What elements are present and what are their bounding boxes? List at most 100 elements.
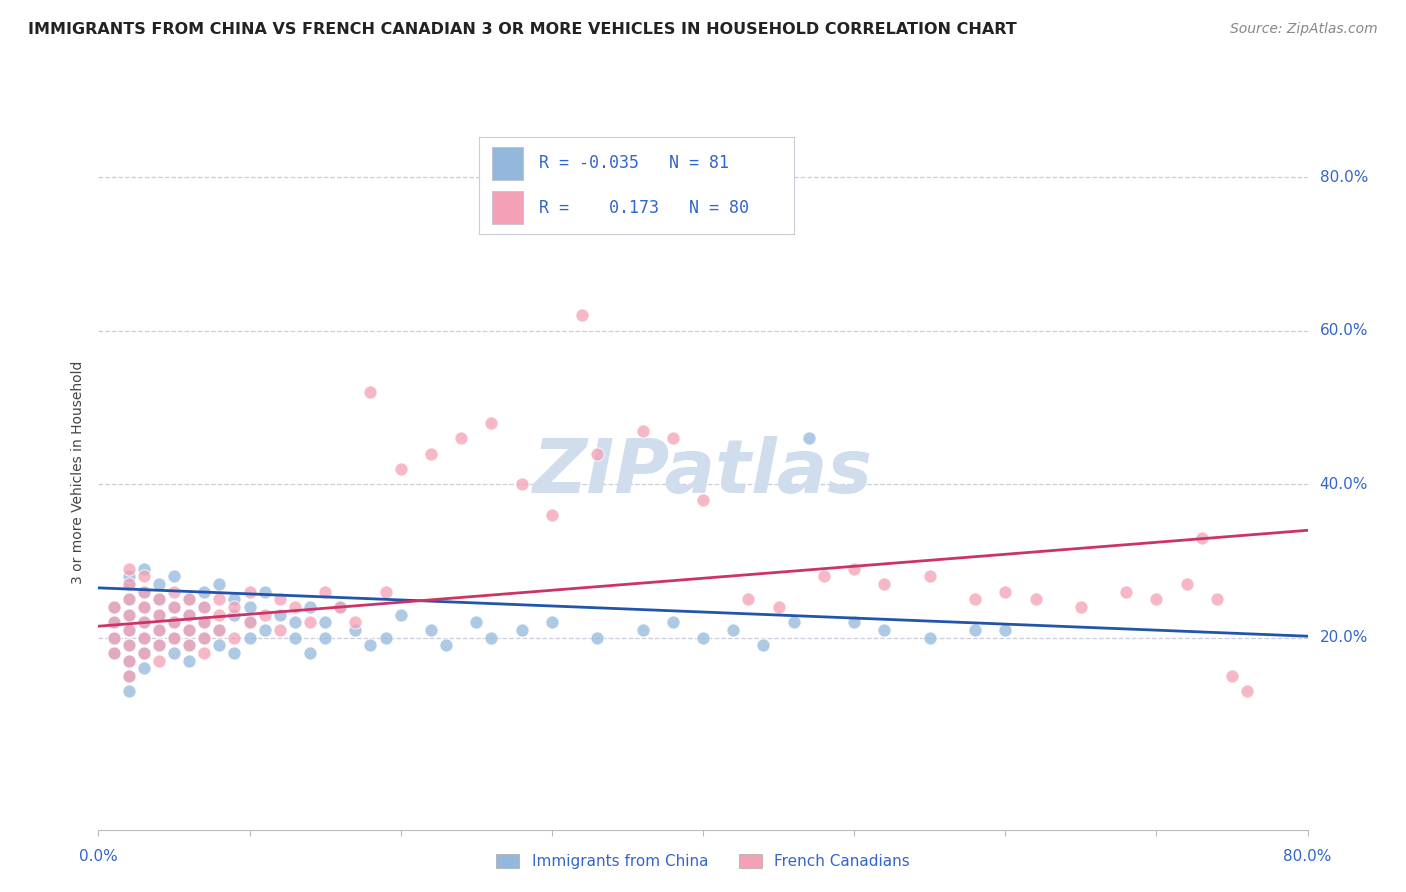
Point xyxy=(118,639,141,653)
Text: Source: ZipAtlas.com: Source: ZipAtlas.com xyxy=(1230,22,1378,37)
Point xyxy=(389,462,412,476)
Point xyxy=(103,646,125,660)
Point xyxy=(208,623,231,637)
Point xyxy=(314,631,336,645)
Point xyxy=(314,615,336,630)
Point xyxy=(918,631,941,645)
Text: 0.0%: 0.0% xyxy=(79,849,118,863)
Point xyxy=(208,623,231,637)
Point xyxy=(314,584,336,599)
Point xyxy=(163,584,186,599)
Point xyxy=(510,477,533,491)
Point xyxy=(918,569,941,583)
Point xyxy=(752,639,775,653)
Point xyxy=(132,615,155,630)
Text: 60.0%: 60.0% xyxy=(1320,323,1368,338)
Point xyxy=(299,600,322,615)
Point xyxy=(177,607,201,622)
Text: 80.0%: 80.0% xyxy=(1320,169,1368,185)
Point xyxy=(163,615,186,630)
Point xyxy=(360,385,382,400)
Point xyxy=(118,577,141,591)
Point xyxy=(224,592,246,607)
Point xyxy=(148,577,170,591)
Point xyxy=(481,631,503,645)
Point xyxy=(193,600,215,615)
Point xyxy=(1220,669,1243,683)
Point xyxy=(253,584,276,599)
Point xyxy=(177,592,201,607)
Point xyxy=(692,631,714,645)
Point xyxy=(586,631,609,645)
Point xyxy=(163,631,186,645)
Text: R =    0.173   N = 80: R = 0.173 N = 80 xyxy=(538,199,749,217)
Point xyxy=(465,615,488,630)
Point xyxy=(540,508,562,522)
Point xyxy=(148,654,170,668)
Point xyxy=(193,631,215,645)
Point xyxy=(163,569,186,583)
Point xyxy=(813,569,835,583)
Point xyxy=(193,631,215,645)
Point xyxy=(269,592,291,607)
Point xyxy=(299,615,322,630)
Point xyxy=(118,669,141,683)
Point xyxy=(434,639,457,653)
Point xyxy=(118,607,141,622)
Point xyxy=(163,615,186,630)
Point xyxy=(661,431,683,445)
Point xyxy=(132,600,155,615)
Point xyxy=(450,431,472,445)
Point xyxy=(873,577,896,591)
Point xyxy=(419,623,441,637)
Point xyxy=(118,623,141,637)
Point xyxy=(239,615,262,630)
Point xyxy=(163,600,186,615)
Point xyxy=(118,654,141,668)
Point xyxy=(103,631,125,645)
Point xyxy=(239,631,262,645)
Point xyxy=(118,607,141,622)
Point xyxy=(132,562,155,576)
Point xyxy=(329,600,352,615)
Point xyxy=(284,600,307,615)
Point xyxy=(239,584,262,599)
Point xyxy=(1191,531,1213,545)
Point xyxy=(118,669,141,683)
Point xyxy=(374,631,396,645)
Point xyxy=(631,623,654,637)
Point xyxy=(844,615,866,630)
Point xyxy=(132,584,155,599)
Point xyxy=(344,623,367,637)
Point xyxy=(344,615,367,630)
Point xyxy=(118,592,141,607)
Point xyxy=(163,646,186,660)
Point xyxy=(284,615,307,630)
Point xyxy=(1024,592,1046,607)
Point xyxy=(208,577,231,591)
Point xyxy=(148,623,170,637)
Point xyxy=(737,592,759,607)
Point xyxy=(177,607,201,622)
Point xyxy=(661,615,683,630)
Point xyxy=(177,623,201,637)
Text: 80.0%: 80.0% xyxy=(1284,849,1331,863)
Point xyxy=(118,654,141,668)
Point xyxy=(118,639,141,653)
Point xyxy=(692,492,714,507)
Point xyxy=(118,562,141,576)
Text: R = -0.035   N = 81: R = -0.035 N = 81 xyxy=(538,154,730,172)
Point xyxy=(148,592,170,607)
Point xyxy=(540,615,562,630)
Point xyxy=(132,631,155,645)
Point xyxy=(374,584,396,599)
Point xyxy=(481,416,503,430)
Point xyxy=(965,592,987,607)
Point xyxy=(253,607,276,622)
Point xyxy=(510,623,533,637)
Point xyxy=(1115,584,1137,599)
Point xyxy=(193,646,215,660)
Point xyxy=(118,623,141,637)
Point xyxy=(873,623,896,637)
Point xyxy=(148,623,170,637)
